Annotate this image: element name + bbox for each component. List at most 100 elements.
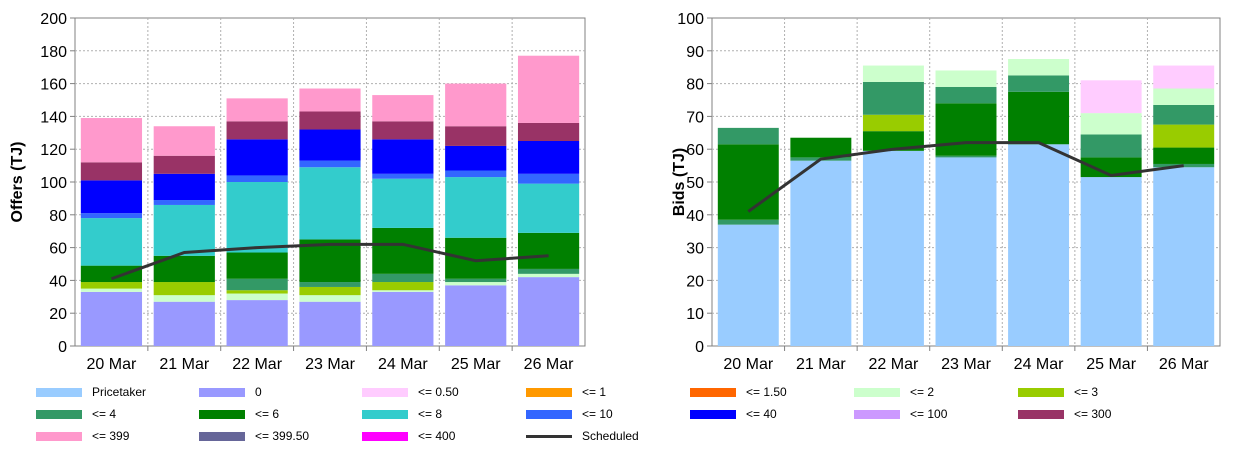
bar-segment [1153, 65, 1215, 89]
legend-label: <= 300 [1074, 407, 1112, 421]
bar-segment [153, 173, 215, 201]
bar-segment [372, 282, 434, 291]
legend-item: 0 [199, 384, 262, 400]
legend-label: <= 4 [92, 407, 117, 421]
bar-segment [299, 167, 361, 240]
bar-segment [445, 83, 507, 127]
legend-swatch [1018, 409, 1064, 419]
y-tick-label: 40 [686, 208, 704, 225]
bar-segment [372, 227, 434, 274]
bar-segment [1080, 113, 1142, 135]
bar-segment [445, 170, 507, 178]
legend-label: <= 6 [255, 407, 280, 421]
bar-segment [372, 95, 434, 122]
legend-label: <= 3 [1074, 385, 1099, 399]
y-tick-label: 200 [40, 11, 67, 28]
bar-segment [226, 182, 288, 253]
legend-label: <= 399.50 [255, 429, 310, 443]
bar-segment [226, 121, 288, 140]
bar-segment [80, 118, 143, 163]
x-tick-label: 21 Mar [159, 356, 209, 373]
x-tick-label: 23 Mar [305, 356, 355, 373]
scheduled-line [747, 141, 1184, 213]
legend-item: <= 40 [690, 406, 777, 422]
legend-label: <= 399 [92, 429, 130, 443]
bar-segment [80, 213, 143, 219]
chart-figure: 0 20 40 60 80 100 120 140 160 180 200 20 Mar 21 Mar 2… [9, 11, 1221, 443]
bar-segment [717, 224, 779, 346]
y-tick-label: 0 [58, 339, 67, 356]
legend-label: Scheduled [582, 429, 639, 443]
legend-swatch [1018, 387, 1064, 397]
bar-segment [790, 137, 852, 158]
bar-segment [226, 175, 288, 182]
bar-segment [862, 65, 924, 82]
legend-item: <= 10 [526, 406, 613, 422]
x-tick-label: 22 Mar [232, 356, 282, 373]
bar-segment [1008, 75, 1070, 92]
legend-swatch [199, 387, 245, 397]
legend-item: <= 100 [854, 406, 947, 422]
legend-item: <= 6 [199, 406, 279, 422]
bar-segment [517, 277, 580, 346]
legend-swatch [36, 409, 82, 419]
y-tick-label: 0 [695, 339, 704, 356]
y-tick-label: 120 [40, 142, 67, 159]
bar-segment [153, 204, 215, 256]
bar-segment [935, 157, 997, 346]
x-tick-label: 24 Mar [1014, 356, 1064, 373]
legend-item: <= 0.50 [362, 384, 459, 400]
x-tick-label: 20 Mar [87, 356, 137, 373]
y-tick-label: 20 [686, 273, 704, 290]
legend-label: <= 0.50 [418, 385, 459, 399]
bar-segment [226, 139, 288, 176]
bar-segment [717, 144, 779, 220]
y-axis-label: Offers (TJ) [9, 142, 26, 223]
bar-segment [372, 290, 434, 292]
bar-segment [445, 278, 507, 283]
bar-segment [445, 126, 507, 146]
legend-row: <= 399 <= 399.50 <= 400 Scheduled [36, 428, 1236, 450]
legend-item: <= 399.50 [199, 428, 309, 444]
bar-segment [935, 86, 997, 104]
bar-segment [445, 145, 507, 171]
bar-segment [1008, 144, 1070, 346]
x-tick-label: 26 Mar [524, 356, 574, 373]
x-tick-label: 25 Mar [1086, 356, 1136, 373]
bar-segment [80, 291, 143, 346]
y-tick-label: 60 [49, 241, 67, 258]
bar-segment [862, 150, 924, 346]
legend-label: <= 400 [418, 429, 456, 443]
bar-segment [517, 173, 580, 184]
bar-segment [372, 173, 434, 179]
legend-item: <= 1 [526, 384, 606, 400]
bids-chart: 0 10 20 30 40 50 60 70 80 90 100 20 Mar 21 Mar 22 Mar… [671, 11, 1221, 373]
bar-segment [517, 273, 580, 278]
bar-segment [153, 126, 215, 156]
x-tick-label: 22 Mar [869, 356, 919, 373]
bar-segment [517, 183, 580, 233]
y-axis-label: Bids (TJ) [671, 148, 688, 216]
bar-segment [372, 178, 434, 228]
bar-segment [445, 282, 507, 286]
x-tick-label: 24 Mar [378, 356, 428, 373]
legend-swatch [199, 431, 245, 441]
bar-segment [299, 129, 361, 161]
bar-segment [1080, 177, 1142, 346]
bar-segment [80, 218, 143, 266]
x-tick-label: 23 Mar [941, 356, 991, 373]
legend-item: Pricetaker [36, 384, 146, 400]
bar-segment [1080, 134, 1142, 158]
bar-segment [717, 127, 779, 145]
bar-segment [153, 301, 215, 346]
legend-item: <= 300 [1018, 406, 1111, 422]
chart-legend: Pricetaker 0 <= 0.50 <= 1 <= 1.50 <= 2 <= 3 <= … [36, 384, 1236, 450]
bar-segment [153, 282, 215, 296]
y-tick-label: 160 [40, 77, 67, 94]
bar-segment [226, 300, 288, 346]
bar-segment [517, 268, 580, 274]
scheduled-line [110, 242, 549, 281]
bar-segment [299, 282, 361, 287]
legend-item: <= 399 [36, 428, 129, 444]
bar-segment [299, 286, 361, 296]
